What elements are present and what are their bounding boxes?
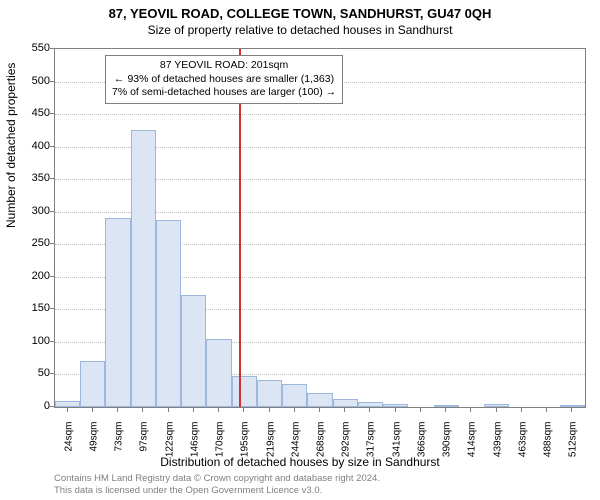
- info-box-line: 87 YEOVIL ROAD: 201sqm: [112, 59, 336, 73]
- x-tick-label: 195sqm: [240, 422, 251, 472]
- histogram-bar: [55, 401, 80, 408]
- x-tick-mark: [496, 408, 497, 412]
- y-tick-label: 50: [10, 367, 50, 379]
- histogram-bar: [156, 220, 181, 407]
- x-tick-label: 512sqm: [568, 422, 579, 472]
- histogram-bar: [282, 384, 307, 407]
- y-tick-mark: [50, 406, 54, 407]
- x-tick-mark: [445, 408, 446, 412]
- histogram-bar: [358, 402, 383, 407]
- footer-attribution: Contains HM Land Registry data © Crown c…: [54, 473, 380, 496]
- histogram-bar: [131, 130, 156, 407]
- histogram-bar: [560, 405, 585, 407]
- x-tick-mark: [269, 408, 270, 412]
- x-tick-mark: [319, 408, 320, 412]
- y-tick-mark: [50, 373, 54, 374]
- y-tick-mark: [50, 48, 54, 49]
- histogram-bar: [434, 405, 459, 407]
- gridline: [55, 114, 585, 115]
- x-tick-label: 390sqm: [442, 422, 453, 472]
- x-tick-label: 292sqm: [341, 422, 352, 472]
- info-box-line: 7% of semi-detached houses are larger (1…: [112, 86, 336, 100]
- y-tick-mark: [50, 178, 54, 179]
- x-tick-mark: [344, 408, 345, 412]
- x-tick-mark: [168, 408, 169, 412]
- histogram-bar: [206, 339, 231, 407]
- chart-container: 87, YEOVIL ROAD, COLLEGE TOWN, SANDHURST…: [0, 0, 600, 500]
- x-tick-label: 244sqm: [290, 422, 301, 472]
- x-tick-label: 49sqm: [88, 422, 99, 472]
- chart-subtitle: Size of property relative to detached ho…: [0, 21, 600, 39]
- footer-line: Contains HM Land Registry data © Crown c…: [54, 473, 380, 484]
- x-tick-mark: [470, 408, 471, 412]
- y-tick-label: 350: [10, 172, 50, 184]
- x-tick-label: 24sqm: [63, 422, 74, 472]
- x-tick-mark: [117, 408, 118, 412]
- x-tick-label: 439sqm: [492, 422, 503, 472]
- x-tick-mark: [521, 408, 522, 412]
- x-tick-label: 463sqm: [517, 422, 528, 472]
- x-tick-mark: [142, 408, 143, 412]
- y-tick-label: 250: [10, 237, 50, 249]
- x-tick-mark: [92, 408, 93, 412]
- y-tick-mark: [50, 146, 54, 147]
- y-tick-label: 500: [10, 75, 50, 87]
- x-tick-label: 219sqm: [265, 422, 276, 472]
- x-tick-mark: [243, 408, 244, 412]
- x-tick-label: 268sqm: [316, 422, 327, 472]
- x-tick-mark: [67, 408, 68, 412]
- x-tick-label: 97sqm: [139, 422, 150, 472]
- x-tick-label: 122sqm: [164, 422, 175, 472]
- histogram-bar: [307, 393, 332, 407]
- y-tick-mark: [50, 276, 54, 277]
- y-tick-mark: [50, 81, 54, 82]
- x-tick-label: 414sqm: [467, 422, 478, 472]
- y-tick-label: 150: [10, 302, 50, 314]
- x-tick-mark: [420, 408, 421, 412]
- y-tick-mark: [50, 113, 54, 114]
- histogram-bar: [232, 376, 257, 407]
- y-tick-label: 450: [10, 107, 50, 119]
- x-tick-label: 170sqm: [215, 422, 226, 472]
- histogram-bar: [80, 361, 105, 407]
- y-tick-label: 200: [10, 270, 50, 282]
- histogram-bar: [181, 295, 206, 407]
- y-tick-label: 300: [10, 205, 50, 217]
- y-tick-label: 550: [10, 42, 50, 54]
- x-tick-mark: [294, 408, 295, 412]
- x-tick-label: 488sqm: [543, 422, 554, 472]
- y-tick-mark: [50, 211, 54, 212]
- histogram-bar: [383, 404, 408, 407]
- footer-line: This data is licensed under the Open Gov…: [54, 485, 380, 496]
- x-tick-mark: [193, 408, 194, 412]
- x-tick-mark: [571, 408, 572, 412]
- x-tick-label: 73sqm: [114, 422, 125, 472]
- x-tick-mark: [369, 408, 370, 412]
- histogram-bar: [333, 399, 358, 407]
- x-tick-label: 317sqm: [366, 422, 377, 472]
- info-box-line: ← 93% of detached houses are smaller (1,…: [112, 73, 336, 87]
- y-tick-label: 100: [10, 335, 50, 347]
- chart-title: 87, YEOVIL ROAD, COLLEGE TOWN, SANDHURST…: [0, 0, 600, 21]
- x-tick-label: 146sqm: [189, 422, 200, 472]
- histogram-bar: [105, 218, 130, 407]
- y-tick-label: 400: [10, 140, 50, 152]
- histogram-bar: [257, 380, 282, 407]
- y-tick-label: 0: [10, 400, 50, 412]
- histogram-bar: [484, 404, 509, 407]
- x-tick-mark: [395, 408, 396, 412]
- x-tick-mark: [546, 408, 547, 412]
- plot-area: 87 YEOVIL ROAD: 201sqm← 93% of detached …: [54, 48, 586, 408]
- y-tick-mark: [50, 341, 54, 342]
- x-tick-label: 366sqm: [416, 422, 427, 472]
- y-tick-mark: [50, 243, 54, 244]
- x-tick-label: 341sqm: [391, 422, 402, 472]
- info-box: 87 YEOVIL ROAD: 201sqm← 93% of detached …: [105, 55, 343, 104]
- y-tick-mark: [50, 308, 54, 309]
- x-tick-mark: [218, 408, 219, 412]
